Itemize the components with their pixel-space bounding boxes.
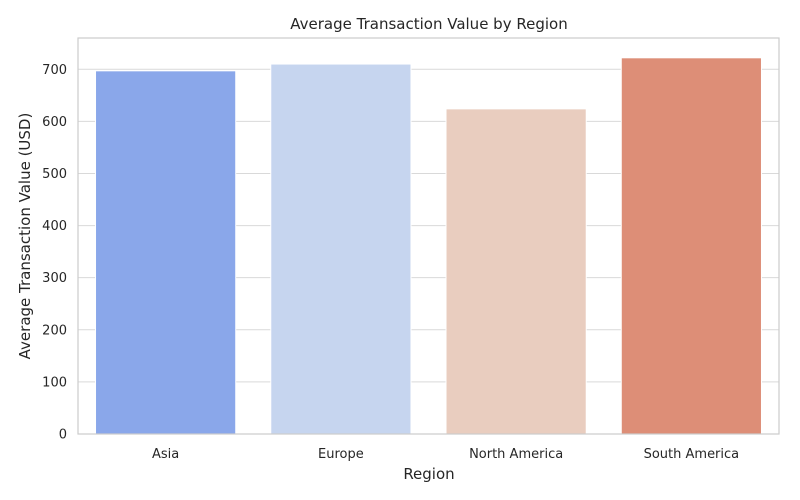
x-tick-label: South America [644, 447, 740, 462]
y-tick-label: 100 [42, 375, 67, 390]
x-axis-label: Region [403, 465, 454, 483]
bar-north-america [445, 108, 587, 435]
x-tick-label: North America [469, 447, 563, 462]
chart-title: Average Transaction Value by Region [290, 15, 567, 33]
bar-europe [270, 63, 412, 435]
y-tick-label: 300 [42, 271, 67, 286]
x-tick-labels: Asia Europe North America South America [152, 447, 739, 462]
y-tick-labels: 0 100 200 300 400 500 600 700 [42, 63, 67, 443]
x-tick-label: Asia [152, 447, 179, 462]
y-tick-label: 400 [42, 219, 67, 234]
y-axis-label: Average Transaction Value (USD) [16, 113, 34, 360]
y-tick-label: 700 [42, 63, 67, 78]
bar-south-america [620, 57, 762, 435]
x-tick-label: Europe [318, 447, 364, 462]
y-tick-label: 600 [42, 115, 67, 130]
bar-asia [95, 70, 237, 435]
plot-frame [77, 37, 780, 435]
y-tick-label: 500 [42, 167, 67, 182]
bars [95, 57, 762, 435]
y-tick-label: 200 [42, 323, 67, 338]
y-tick-label: 0 [59, 428, 67, 443]
